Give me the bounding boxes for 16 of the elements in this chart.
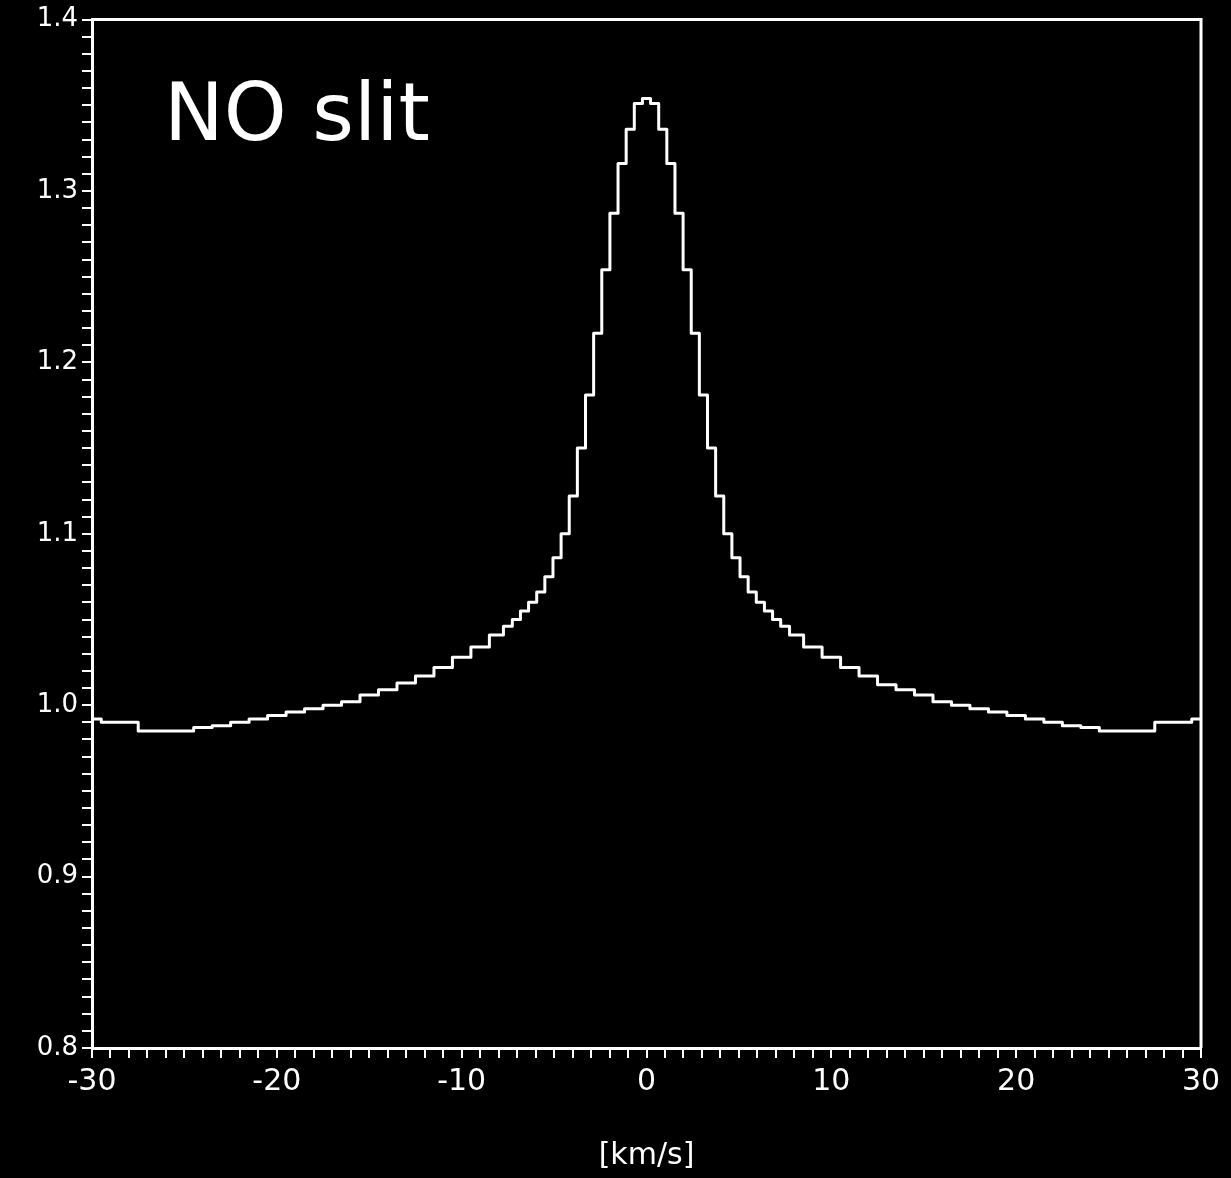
y-tick-label: 1.0 (36, 687, 78, 718)
x-tick-label: -20 (252, 1061, 302, 1097)
x-axis-title: [km/s] (598, 1135, 695, 1171)
y-tick-label: 1.1 (36, 516, 78, 547)
x-tick-label: 0 (636, 1061, 657, 1097)
y-tick-label: 1.2 (36, 345, 78, 376)
y-tick-label: 1.3 (36, 173, 78, 204)
x-tick-label: 20 (997, 1061, 1036, 1097)
y-tick-label: 0.8 (36, 1030, 78, 1061)
x-tick-label: 30 (1181, 1061, 1221, 1097)
x-tick-label: -30 (67, 1061, 117, 1097)
x-tick-label: -10 (437, 1061, 487, 1097)
annotation: NO slit (164, 66, 430, 160)
x-tick-label: 10 (812, 1061, 851, 1097)
y-tick-label: 1.4 (36, 2, 78, 33)
y-tick-label: 0.9 (36, 859, 78, 890)
